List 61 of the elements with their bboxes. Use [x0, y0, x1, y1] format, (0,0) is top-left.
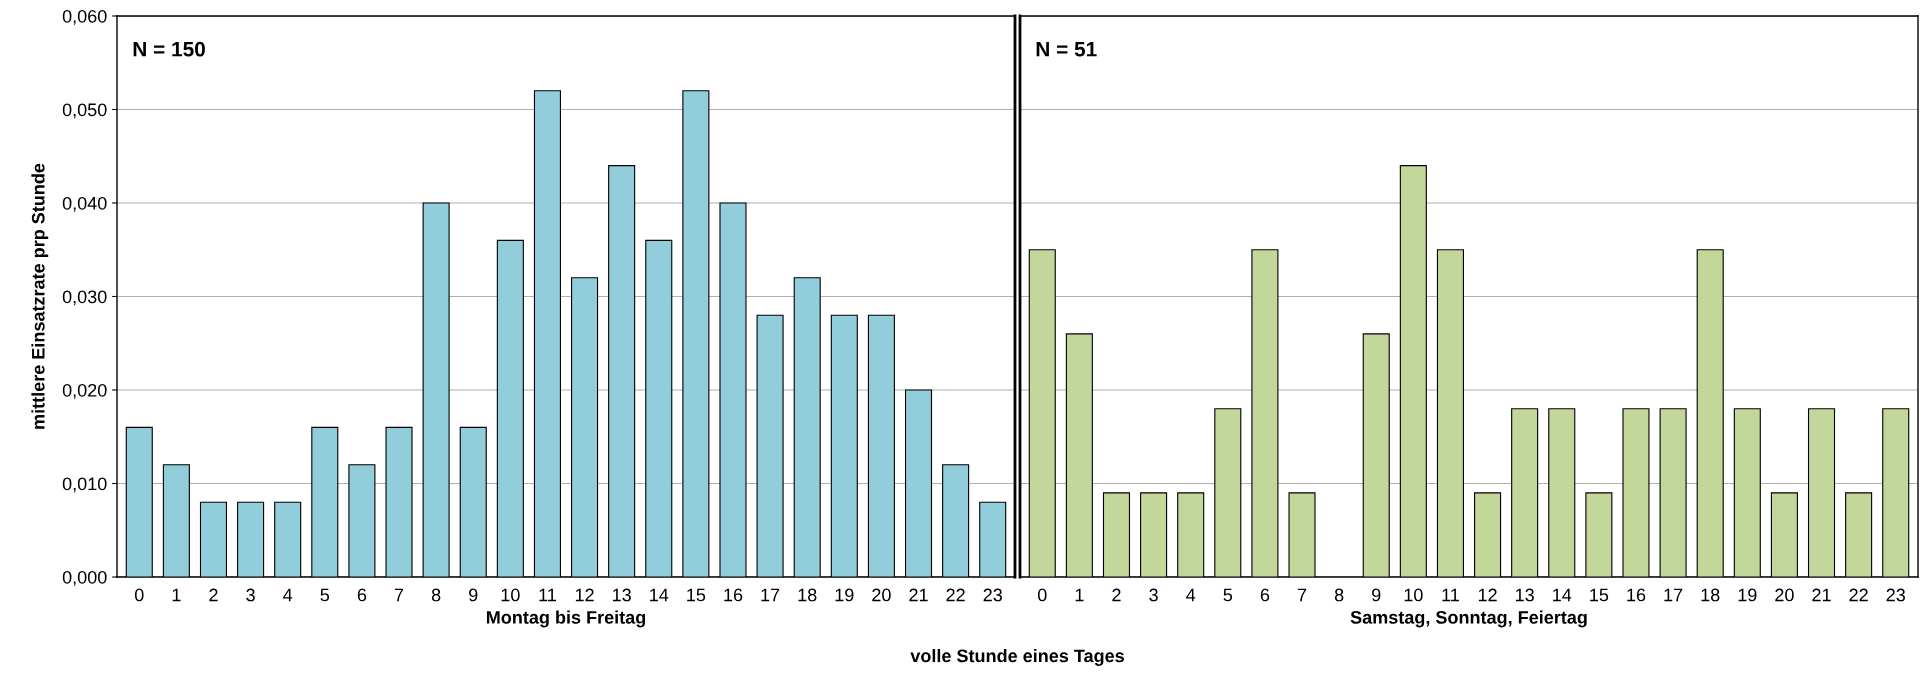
x-tick-label: 4 — [1186, 588, 1196, 602]
x-tick-label: 21 — [909, 588, 928, 602]
x-tick-label: 22 — [946, 588, 965, 602]
x-tick-label: 23 — [1886, 588, 1905, 602]
x-tick-label: 8 — [431, 588, 441, 602]
y-tick-label: 0,060 — [62, 9, 107, 25]
x-tick-label: 20 — [1775, 588, 1794, 602]
x-tick-label: 22 — [1849, 588, 1868, 602]
x-tick-label: 14 — [650, 588, 669, 602]
x-tick-label: 4 — [283, 588, 293, 602]
y-axis-title: mittlere Einsatzrate prp Stunde — [31, 163, 49, 429]
x-tick-label: 16 — [724, 588, 743, 602]
x-tick-label: 15 — [687, 588, 706, 602]
y-tick-label: 0,050 — [62, 103, 107, 119]
x-tick-label: 8 — [1334, 588, 1344, 602]
x-tick-label: 0 — [134, 588, 144, 602]
x-tick-label: 6 — [1260, 588, 1270, 602]
x-tick-label: 7 — [1297, 588, 1307, 602]
x-tick-label: 5 — [320, 588, 330, 602]
x-tick-label: 10 — [1404, 588, 1423, 602]
y-tick-label: 0,040 — [62, 196, 107, 212]
y-tick-label: 0,030 — [62, 290, 107, 306]
x-tick-label: 9 — [1372, 588, 1381, 602]
x-axis-title: Montag bis Freitag — [486, 610, 646, 628]
x-tick-label: 1 — [1075, 588, 1084, 602]
x-tick-label: 17 — [761, 588, 780, 602]
annotation: N = 150 — [133, 41, 205, 57]
x-tick-label: 12 — [1478, 588, 1497, 602]
x-tick-label: 0 — [1037, 588, 1047, 602]
y-tick-label: 0,020 — [62, 383, 107, 399]
x-tick-label: 11 — [539, 588, 556, 602]
x-tick-label: 10 — [501, 588, 520, 602]
x-tick-label: 3 — [1149, 588, 1158, 602]
x-tick-label: 19 — [835, 588, 854, 602]
x-tick-label: 20 — [872, 588, 891, 602]
x-tick-label: 16 — [1627, 588, 1646, 602]
annotation: N = 51 — [1036, 42, 1097, 57]
x-tick-label: 21 — [1812, 588, 1831, 602]
x-tick-label: 9 — [469, 588, 478, 602]
y-tick-label: 0,010 — [62, 477, 107, 493]
x-tick-label: 1 — [172, 588, 181, 602]
x-tick-label: 11 — [1442, 588, 1459, 602]
x-tick-label: 14 — [1553, 588, 1572, 602]
text: volle Stunde eines Tages — [910, 649, 1124, 666]
x-tick-label: 3 — [246, 588, 255, 602]
x-axis-title: Samstag, Sonntag, Feiertag — [1350, 610, 1587, 628]
x-tick-label: 18 — [798, 588, 817, 602]
x-tick-label: 2 — [209, 588, 218, 602]
x-tick-label: 18 — [1701, 588, 1720, 602]
x-tick-label: 2 — [1112, 588, 1121, 602]
x-tick-label: 13 — [1516, 588, 1534, 602]
x-tick-label: 13 — [613, 588, 631, 602]
x-tick-label: 5 — [1223, 588, 1233, 602]
x-tick-label: 12 — [575, 588, 594, 602]
x-tick-label: 23 — [983, 588, 1002, 602]
x-tick-label: 15 — [1590, 588, 1609, 602]
x-tick-label: 19 — [1738, 588, 1757, 602]
x-tick-label: 7 — [394, 588, 404, 602]
y-tick-label: 0,000 — [62, 570, 107, 586]
x-tick-label: 6 — [357, 588, 367, 602]
x-tick-label: 17 — [1664, 588, 1683, 602]
